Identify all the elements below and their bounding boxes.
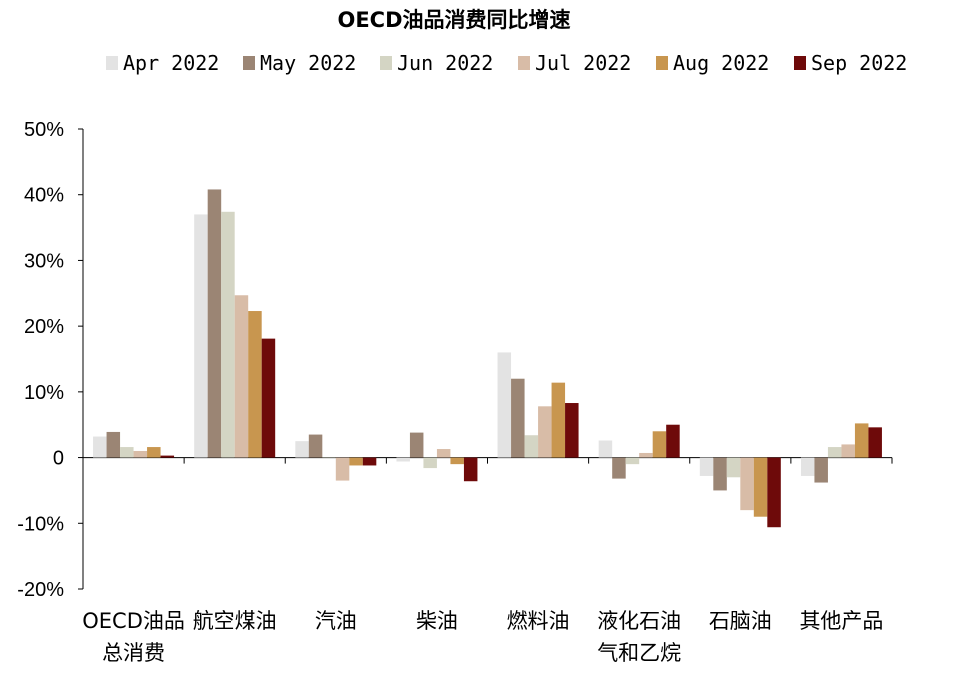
- bar: [868, 427, 882, 458]
- bar: [436, 449, 451, 458]
- bar: [409, 432, 424, 458]
- category-label: 汽油: [315, 609, 357, 633]
- bar: [335, 457, 350, 481]
- bar: [248, 311, 262, 458]
- legend-swatch: [794, 56, 806, 70]
- legend-label: Sep 2022: [811, 51, 907, 75]
- bar: [497, 352, 512, 458]
- bar: [308, 434, 323, 458]
- y-tick-label: 0: [53, 448, 64, 470]
- bar: [93, 436, 107, 458]
- category-label: 航空煤油: [193, 609, 277, 633]
- bar: [261, 338, 276, 458]
- bar: [814, 457, 828, 483]
- legend-label: Jul 2022: [535, 51, 631, 75]
- bar: [800, 457, 815, 476]
- bar: [120, 447, 134, 458]
- legend-label: Jun 2022: [397, 51, 493, 75]
- bar: [133, 451, 148, 458]
- category-label: 石脑油: [709, 609, 772, 633]
- y-tick-label: 30%: [24, 250, 64, 272]
- bar: [740, 457, 754, 511]
- bar: [699, 457, 714, 476]
- y-tick-label: -10%: [17, 513, 64, 535]
- bar: [753, 457, 768, 517]
- bar: [713, 457, 727, 491]
- bar: [160, 455, 175, 458]
- bar: [612, 457, 626, 479]
- bar: [551, 382, 566, 458]
- bar: [450, 457, 464, 465]
- legend-swatch: [380, 56, 392, 70]
- bar: [565, 403, 579, 458]
- legend-label: May 2022: [260, 51, 356, 75]
- bar: [639, 452, 653, 458]
- bar: [362, 457, 377, 466]
- chart-title: OECD油品消费同比增速: [337, 8, 570, 32]
- legend-swatch: [656, 56, 668, 70]
- y-tick-label: 20%: [24, 316, 64, 338]
- bar: [396, 457, 410, 462]
- category-label: 燃料油: [507, 609, 570, 633]
- bar: [147, 447, 161, 458]
- axes: 50% 40% 30% 20% 10% 0 -10% -20%: [17, 119, 893, 601]
- bar: [652, 431, 667, 458]
- legend-swatch: [243, 56, 255, 70]
- bar: [207, 189, 222, 458]
- bar: [349, 457, 363, 466]
- bar: [423, 457, 437, 469]
- bar: [463, 457, 478, 482]
- bar: [221, 211, 235, 458]
- bar: [511, 378, 525, 458]
- bar: [538, 406, 552, 458]
- bar: [598, 440, 613, 458]
- bar: [726, 457, 741, 478]
- y-tick-label: 10%: [24, 382, 64, 404]
- y-tick-label: 40%: [24, 185, 64, 207]
- y-tick-label: 50%: [24, 119, 64, 141]
- bar: [106, 431, 121, 458]
- legend-swatch: [518, 56, 530, 70]
- bar: [194, 214, 208, 458]
- bar: [827, 447, 842, 458]
- bar: [666, 424, 680, 458]
- bars: [93, 189, 882, 528]
- bar: [625, 457, 640, 465]
- legend-label: Aug 2022: [673, 51, 769, 75]
- bar: [295, 441, 309, 458]
- bar: [524, 435, 539, 458]
- legend-swatch: [106, 56, 118, 70]
- legend-label: Apr 2022: [123, 51, 219, 75]
- bar: [841, 444, 855, 458]
- bar: [322, 457, 336, 459]
- category-label: 其他产品: [799, 609, 883, 633]
- category-label: 柴油: [416, 609, 458, 633]
- y-tick-label: -20%: [17, 579, 64, 601]
- category-label: OECD油品总消费: [82, 609, 185, 665]
- legend: Apr 2022 May 2022 Jun 2022 Jul 2022 Aug 2022…: [106, 51, 907, 75]
- category-label: 液化石油气和乙烷: [597, 609, 681, 665]
- bar: [767, 457, 781, 528]
- bar: [854, 423, 869, 458]
- bar: [234, 295, 249, 458]
